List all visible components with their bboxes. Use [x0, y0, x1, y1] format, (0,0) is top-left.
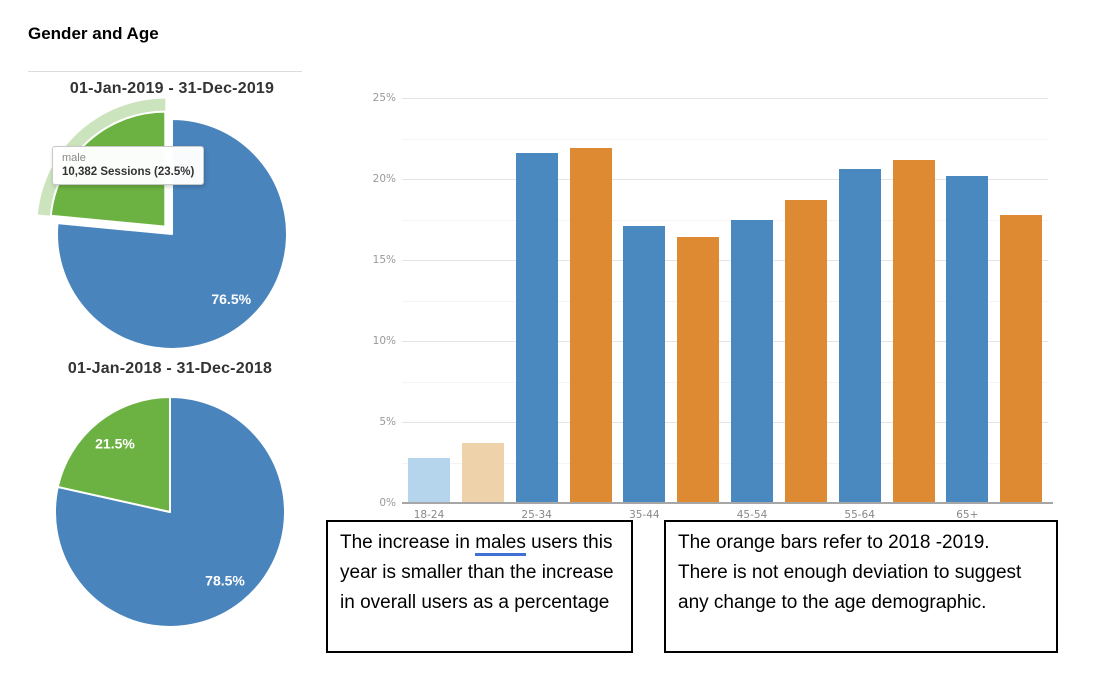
page-title: Gender and Age — [28, 24, 159, 43]
gridline-25 — [402, 98, 1048, 99]
pie2018-slice-0[interactable] — [54, 396, 286, 628]
x-axis-label-35-44: 35-44 — [629, 509, 660, 521]
bar-18-24-orange[interactable] — [462, 443, 504, 503]
bar-55-64-orange[interactable] — [892, 159, 935, 503]
pie-chart-2019: 01-Jan-2019 - 31-Dec-2019 76.5% male 10,… — [32, 80, 312, 380]
x-axis-label-45-54: 45-54 — [736, 509, 768, 521]
x-axis-label-25-34: 25-34 — [521, 509, 552, 521]
pie-2018-canvas: 78.5% 21.5% — [54, 396, 286, 628]
note1-text-part1: The increase in — [340, 532, 476, 553]
gridline-17.5 — [402, 219, 1048, 221]
bar-45-54-orange[interactable] — [785, 200, 827, 503]
gridline-15 — [402, 260, 1048, 261]
tooltip-series-label: male — [62, 152, 86, 164]
note-box-gender: The increase in males users this year is… — [326, 520, 633, 653]
bar-35-44-blue[interactable] — [623, 225, 666, 503]
pie2018-slice-label-1: 21.5% — [95, 435, 135, 451]
bar-18-24-blue[interactable] — [408, 457, 450, 503]
pie-2018-title: 01-Jan-2018 - 31-Dec-2018 — [67, 360, 273, 377]
pie2019-slice-0[interactable] — [56, 118, 288, 350]
pie-chart-2018: 01-Jan-2018 - 31-Dec-2018 78.5% 21.5% — [30, 360, 310, 660]
gridline-10 — [402, 341, 1048, 342]
gridline-12.5 — [402, 300, 1048, 302]
bar-25-34-blue[interactable] — [515, 153, 558, 503]
age-bar-chart: 0% 5% 10% 15% 20% 25% 18-24 25-34 35-44 45-54 55-6… — [370, 90, 1080, 540]
x-axis-label-65+: 65+ — [956, 509, 979, 521]
note-box-age: The orange bars refer to 2018 -2019. The… — [664, 520, 1058, 653]
y-axis-label-10%: 10% — [372, 335, 396, 347]
gridline-7.5 — [402, 381, 1048, 383]
y-axis-label-25%: 25% — [372, 92, 396, 104]
bar-25-34-orange[interactable] — [569, 148, 612, 503]
pie-2019-canvas: 76.5% — [37, 98, 288, 350]
tooltip-value-label: 10,382 Sessions (23.5%) — [62, 166, 195, 178]
bar-45-54-blue[interactable] — [731, 219, 773, 503]
y-axis-label-0%: 0% — [379, 497, 396, 509]
pie-2019-title: 01-Jan-2019 - 31-Dec-2019 — [69, 80, 275, 97]
gridline-22.5 — [402, 138, 1048, 140]
x-axis-label-18-24: 18-24 — [413, 509, 445, 521]
note1-text-part2: users this year is smaller than the incr… — [340, 532, 614, 613]
bar-65+-orange[interactable] — [1000, 214, 1043, 503]
x-axis-line — [402, 502, 1053, 504]
y-axis-label-20%: 20% — [372, 173, 396, 185]
gridline-20 — [402, 179, 1048, 180]
gridline-2.5 — [402, 462, 1048, 464]
note1-underlined-word: males — [475, 532, 526, 556]
pie-tooltip: male 10,382 Sessions (23.5%) — [52, 146, 205, 185]
pie2019-slice-label-0: 76.5% — [211, 291, 251, 307]
pie2018-slice-label-0: 78.5% — [205, 573, 245, 589]
bar-55-64-blue[interactable] — [838, 169, 881, 503]
bar-35-44-orange[interactable] — [677, 237, 720, 503]
bar-65+-blue[interactable] — [946, 175, 989, 503]
x-axis-label-55-64: 55-64 — [844, 509, 875, 521]
pie2018-slice-1[interactable] — [56, 396, 171, 513]
y-axis-label-5%: 5% — [379, 416, 396, 428]
y-axis-label-15%: 15% — [372, 254, 396, 266]
section-divider — [28, 71, 302, 72]
note2-text: The orange bars refer to 2018 -2019. The… — [678, 532, 1022, 613]
gridline-5 — [402, 422, 1048, 423]
